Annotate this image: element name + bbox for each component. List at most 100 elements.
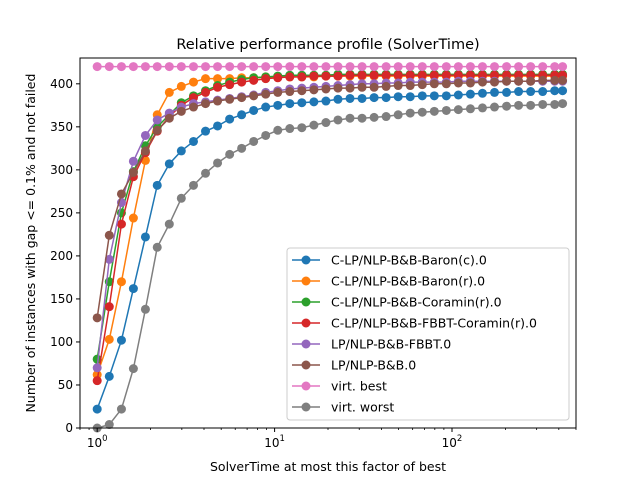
x-tick-label: 100 xyxy=(87,434,108,450)
series-5 xyxy=(92,75,568,323)
data-point xyxy=(477,88,487,98)
data-point xyxy=(164,159,174,169)
legend-marker xyxy=(301,381,311,391)
data-point xyxy=(417,91,427,101)
data-point xyxy=(152,242,162,252)
data-point xyxy=(273,125,283,135)
y-axis-label: Number of instances with gap <= 0.1% and… xyxy=(23,74,38,413)
legend-marker xyxy=(301,402,311,412)
data-point xyxy=(357,113,367,123)
data-point xyxy=(441,79,451,89)
data-point xyxy=(285,72,295,82)
data-point xyxy=(441,70,451,80)
data-point xyxy=(104,371,114,381)
series-layer xyxy=(92,62,568,433)
data-point xyxy=(393,81,403,91)
data-point xyxy=(405,81,415,91)
legend-entry-label: C-LP/NLP-B&B-Baron(r).0 xyxy=(331,274,485,289)
data-point xyxy=(321,84,331,94)
data-point xyxy=(285,87,295,97)
data-point xyxy=(116,189,126,199)
data-point xyxy=(369,112,379,122)
data-point xyxy=(465,62,475,72)
data-point xyxy=(188,62,198,72)
data-point xyxy=(225,80,235,90)
series-line xyxy=(96,79,563,318)
data-point xyxy=(369,82,379,92)
series-7 xyxy=(92,99,568,433)
data-point xyxy=(558,99,568,109)
data-point xyxy=(152,125,162,135)
data-point xyxy=(417,107,427,117)
series-line xyxy=(96,102,563,429)
data-point xyxy=(393,62,403,72)
data-point xyxy=(273,100,283,110)
data-point xyxy=(465,78,475,88)
data-point xyxy=(104,62,114,72)
data-point xyxy=(333,83,343,93)
data-point xyxy=(514,87,524,97)
data-point xyxy=(273,87,283,97)
data-point xyxy=(188,77,198,87)
data-point xyxy=(333,94,343,104)
data-point xyxy=(261,102,271,112)
data-point xyxy=(128,213,138,223)
data-point xyxy=(381,70,391,80)
data-point xyxy=(369,70,379,80)
data-point xyxy=(104,334,114,344)
legend-entry-label: virt. worst xyxy=(331,400,394,415)
legend-entry-label: C-LP/NLP-B&B-Baron(c).0 xyxy=(331,253,487,268)
data-point xyxy=(164,62,174,72)
data-point xyxy=(188,136,198,146)
data-point xyxy=(92,404,102,414)
series-6 xyxy=(92,62,568,72)
data-point xyxy=(477,62,487,72)
data-point xyxy=(201,99,211,109)
series-line xyxy=(96,89,563,410)
data-point xyxy=(297,98,307,108)
legend-marker xyxy=(301,360,311,370)
data-point xyxy=(526,87,536,97)
data-point xyxy=(213,96,223,106)
series-line xyxy=(96,80,563,368)
data-point xyxy=(92,354,102,364)
data-point xyxy=(188,180,198,190)
data-point xyxy=(297,86,307,96)
data-point xyxy=(490,77,499,87)
data-point xyxy=(116,219,126,229)
data-point xyxy=(538,75,548,85)
data-point xyxy=(249,75,259,85)
data-point xyxy=(92,376,102,386)
data-point xyxy=(429,62,439,72)
data-point xyxy=(116,277,126,287)
y-tick-label: 200 xyxy=(50,249,73,263)
legend-marker xyxy=(301,255,311,265)
data-point xyxy=(164,87,174,97)
data-point xyxy=(490,87,499,97)
data-point xyxy=(285,124,295,134)
data-point xyxy=(152,180,162,190)
data-point xyxy=(357,82,367,92)
legend-marker xyxy=(301,297,311,307)
data-point xyxy=(558,86,568,96)
data-point xyxy=(405,108,415,118)
data-point xyxy=(104,230,114,240)
legend-entry-label: C-LP/NLP-B&B-Coramin(r).0 xyxy=(331,295,502,310)
data-point xyxy=(237,143,247,153)
legend-entry-label: virt. best xyxy=(331,379,387,394)
data-point xyxy=(558,62,568,72)
series-0 xyxy=(92,86,568,414)
data-point xyxy=(357,70,367,80)
data-point xyxy=(104,302,114,312)
data-point xyxy=(225,149,235,159)
x-axis-label: SolverTime at most this factor of best xyxy=(210,459,446,474)
data-point xyxy=(357,62,367,72)
data-point xyxy=(201,168,211,178)
data-point xyxy=(164,113,174,123)
data-point xyxy=(550,99,560,109)
data-point xyxy=(128,62,138,72)
data-point xyxy=(201,74,211,84)
data-point xyxy=(237,62,247,72)
data-point xyxy=(249,91,259,101)
data-point xyxy=(237,77,247,87)
